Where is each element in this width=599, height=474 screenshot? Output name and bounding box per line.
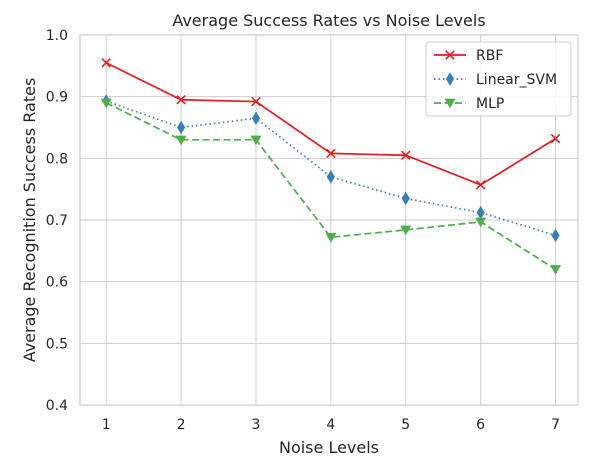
data-point-rbf <box>176 95 186 105</box>
y-tick-label: 0.6 <box>46 275 68 291</box>
x-tick-label: 2 <box>177 417 186 433</box>
data-point-rbf <box>101 58 111 68</box>
x-tick-label: 1 <box>102 417 111 433</box>
x-tick-label: 4 <box>326 417 335 433</box>
legend-swatch-marker <box>445 50 455 60</box>
y-tick-label: 0.5 <box>46 336 68 352</box>
y-tick-label: 0.7 <box>46 213 68 229</box>
y-tick-label: 0.9 <box>46 90 68 106</box>
x-axis-title: Noise Levels <box>279 438 379 457</box>
data-point-mlp <box>250 135 262 146</box>
x-tick-label: 7 <box>551 417 560 433</box>
legend-label: Linear_SVM <box>476 72 557 88</box>
series-mlp <box>100 98 562 275</box>
data-point-mlp <box>325 233 337 243</box>
legend-item-rbf: RBF <box>434 48 503 64</box>
x-tick-label: 6 <box>476 417 485 433</box>
data-point-linear-svm <box>177 120 186 135</box>
y-tick-labels: 0.4 0.5 0.6 0.7 0.8 0.9 1.0 <box>46 28 68 414</box>
legend-label: RBF <box>476 48 503 64</box>
x-tick-label: 5 <box>401 417 410 433</box>
y-tick-label: 0.4 <box>46 398 68 414</box>
data-point-mlp <box>175 135 187 146</box>
data-point-rbf <box>401 150 411 160</box>
legend-item-linear-svm: Linear_SVM <box>434 72 557 88</box>
series-rbf <box>101 58 561 190</box>
chart-title: Average Success Rates vs Noise Levels <box>172 11 485 30</box>
data-point-rbf <box>550 133 561 144</box>
legend-swatch-marker <box>444 98 456 109</box>
data-point-rbf <box>475 180 486 190</box>
series-group <box>100 58 562 275</box>
data-point-mlp <box>400 225 412 236</box>
y-tick-label: 1.0 <box>46 28 68 44</box>
legend-item-mlp: MLP <box>434 96 504 112</box>
legend-box <box>425 41 572 117</box>
data-point-rbf <box>251 96 261 107</box>
legend-label: MLP <box>476 96 504 112</box>
y-axis-title: Average Recognition Success Rates <box>20 78 39 363</box>
x-tick-labels: 1 2 3 4 5 6 7 <box>102 417 560 433</box>
series-linear-svm <box>102 94 560 243</box>
data-point-linear-svm <box>551 228 560 243</box>
data-point-linear-svm <box>251 111 261 126</box>
data-point-mlp <box>550 265 562 275</box>
x-tick-label: 3 <box>252 417 261 433</box>
data-point-mlp <box>475 217 487 228</box>
legend-swatch-marker <box>445 72 455 86</box>
legend: RBF Linear_SVM MLP <box>425 41 572 117</box>
y-tick-label: 0.8 <box>46 151 68 167</box>
plot-area-frame <box>79 34 579 406</box>
data-point-mlp <box>100 98 112 109</box>
data-point-linear-svm <box>326 170 335 184</box>
data-point-rbf <box>326 148 336 159</box>
legend-entries: RBF Linear_SVM MLP <box>434 48 557 112</box>
data-point-linear-svm <box>401 191 410 206</box>
